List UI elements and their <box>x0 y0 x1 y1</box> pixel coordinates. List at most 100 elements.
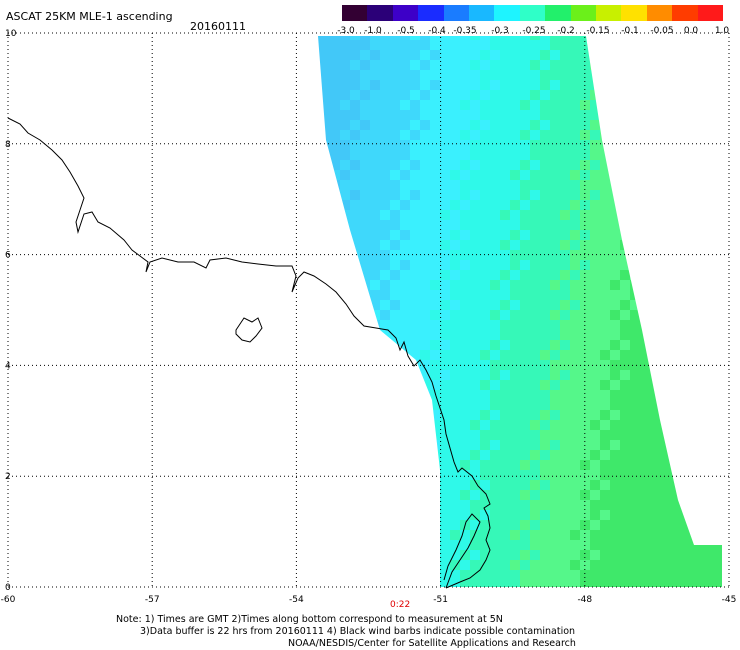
swath-cell <box>660 180 670 190</box>
swath-cell <box>460 60 470 70</box>
swath-cell <box>380 450 390 460</box>
swath-cell <box>690 150 700 160</box>
swath-cell <box>640 430 650 440</box>
swath-cell <box>690 110 700 120</box>
swath-cell <box>620 470 630 480</box>
swath-cell <box>510 140 520 150</box>
swath-cell <box>670 70 680 80</box>
swath-cell <box>460 490 470 500</box>
swath-cell <box>570 150 580 160</box>
swath-cell <box>440 410 450 420</box>
swath-cell <box>660 240 670 250</box>
swath-cell <box>400 560 410 570</box>
swath-cell <box>420 80 430 90</box>
swath-cell <box>640 520 650 530</box>
swath-cell <box>380 390 390 400</box>
swath-cell <box>490 150 500 160</box>
swath-cell <box>640 40 650 50</box>
swath-cell <box>320 290 330 300</box>
swath-cell <box>360 220 370 230</box>
swath-cell <box>330 470 340 480</box>
swath-cell <box>330 180 340 190</box>
swath-cell <box>340 350 350 360</box>
swath-cell <box>550 380 560 390</box>
swath-cell <box>430 110 440 120</box>
swath-cell <box>380 120 390 130</box>
swath-cell <box>720 430 722 440</box>
swath-cell <box>680 480 690 490</box>
swath-cell <box>550 100 560 110</box>
swath-cell <box>400 270 410 280</box>
swath-cell <box>510 100 520 110</box>
swath-cell <box>480 290 490 300</box>
swath-cell <box>480 130 490 140</box>
swath-cell <box>670 490 680 500</box>
swath-cell <box>470 120 480 130</box>
swath-cell <box>320 530 330 540</box>
swath-cell <box>690 550 700 560</box>
swath-cell <box>340 370 350 380</box>
swath-cell <box>570 290 580 300</box>
swath-cell <box>410 140 420 150</box>
swath-cell <box>670 180 680 190</box>
swath-cell <box>440 80 450 90</box>
swath-cell <box>630 230 640 240</box>
swath-cell <box>540 520 550 530</box>
swath-cell <box>590 290 600 300</box>
swath-cell <box>470 430 480 440</box>
swath-cell <box>520 500 530 510</box>
swath-cell <box>318 550 320 560</box>
swath-cell <box>500 470 510 480</box>
swath-cell <box>640 100 650 110</box>
swath-cell <box>720 580 722 587</box>
swath-cell <box>650 560 660 570</box>
swath-cell <box>620 510 630 520</box>
swath-cell <box>318 90 320 100</box>
swath-cell <box>420 270 430 280</box>
swath-cell <box>650 410 660 420</box>
swath-cell <box>530 150 540 160</box>
swath-cell <box>360 110 370 120</box>
color-scale-segment <box>621 5 647 21</box>
lon-tick-label: -45 <box>722 595 737 605</box>
swath-cell <box>450 320 460 330</box>
swath-cell <box>350 36 360 40</box>
swath-cell <box>320 400 330 410</box>
swath-cell <box>540 280 550 290</box>
swath-cell <box>660 380 670 390</box>
swath-cell <box>350 380 360 390</box>
swath-cell <box>520 490 530 500</box>
swath-cell <box>520 430 530 440</box>
swath-cell <box>360 460 370 470</box>
swath-cell <box>390 540 400 550</box>
swath-cell <box>320 540 330 550</box>
swath-cell <box>550 210 560 220</box>
swath-cell <box>430 250 440 260</box>
swath-cell <box>700 410 710 420</box>
swath-cell <box>380 460 390 470</box>
swath-cell <box>600 540 610 550</box>
swath-cell <box>680 290 690 300</box>
swath-cell <box>410 110 420 120</box>
swath-cell <box>710 490 720 500</box>
color-scale-label: -1.0 <box>364 26 382 36</box>
swath-cell <box>318 260 320 270</box>
swath-cell <box>500 530 510 540</box>
swath-cell <box>420 280 430 290</box>
swath-cell <box>380 90 390 100</box>
swath-cell <box>400 130 410 140</box>
swath-cell <box>670 160 680 170</box>
swath-cell <box>630 190 640 200</box>
swath-cell <box>530 340 540 350</box>
swath-cell <box>520 100 530 110</box>
swath-cell <box>670 280 680 290</box>
swath-cell <box>720 210 722 220</box>
swath-cell <box>340 60 350 70</box>
swath-cell <box>690 80 700 90</box>
swath-cell <box>650 200 660 210</box>
swath-cell <box>590 490 600 500</box>
swath-cell <box>520 80 530 90</box>
swath-cell <box>500 120 510 130</box>
swath-cell <box>620 340 630 350</box>
swath-cell <box>430 350 440 360</box>
